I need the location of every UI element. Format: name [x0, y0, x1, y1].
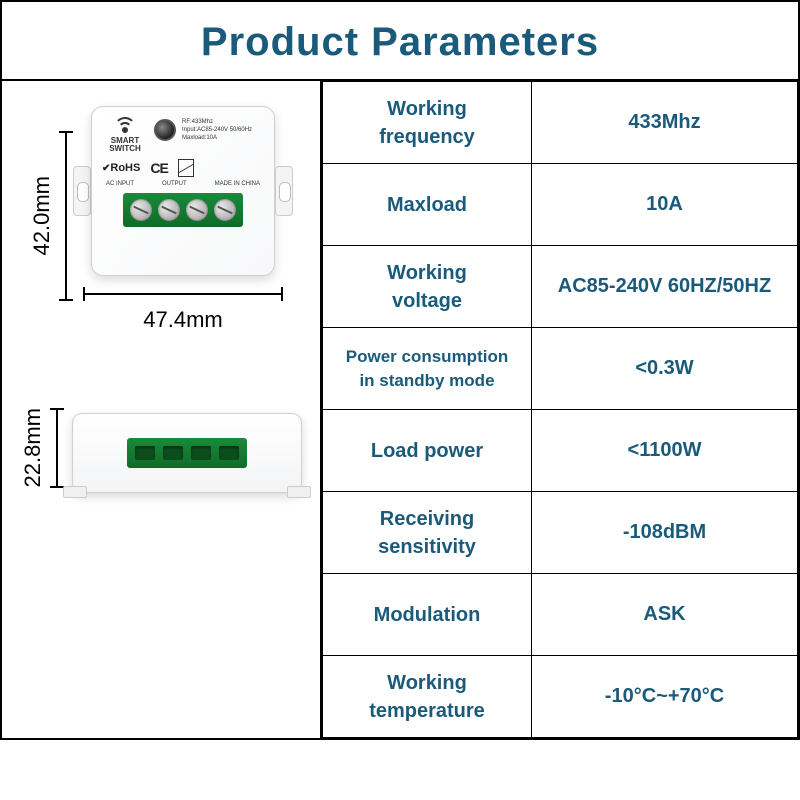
device-top-view: SMARTSWITCH RF:433Mhz Input:AC85-240V 50…: [73, 101, 293, 281]
device-side-view-group: 22.8mm: [20, 393, 302, 503]
mount-ear-left-icon: [73, 166, 91, 216]
spec-value: AC85-240V 60HZ/50HZ: [532, 246, 798, 328]
spec-label: Receivingsensitivity: [323, 492, 532, 574]
dimension-line-icon: [83, 287, 283, 301]
content-row: 42.0mm: [2, 79, 798, 738]
spec-value: <1100W: [532, 410, 798, 492]
device-top-view-group: 42.0mm: [29, 101, 293, 333]
spec-row: Maxload10A: [323, 164, 798, 246]
spec-value: -108dBM: [532, 492, 798, 574]
device-and-width: SMARTSWITCH RF:433Mhz Input:AC85-240V 50…: [73, 101, 293, 333]
device-spec-text: RF:433Mhz Input:AC85-240V 50/60Hz Maxloa…: [182, 119, 252, 142]
spec-label: Workingtemperature: [323, 656, 532, 738]
spec-label: Workingfrequency: [323, 82, 532, 164]
spec-value: -10°C~+70°C: [532, 656, 798, 738]
dimension-height-label: 42.0mm: [29, 176, 55, 255]
io-input-label: AC INPUT: [106, 181, 134, 187]
spec-row: Workingfrequency433Mhz: [323, 82, 798, 164]
wifi-icon: [114, 117, 136, 135]
device-side-view: [72, 413, 302, 493]
dimension-depth-label: 22.8mm: [20, 408, 46, 487]
dimension-depth: 22.8mm: [20, 393, 64, 503]
dimension-height: 42.0mm: [29, 101, 73, 331]
io-output-label: OUTPUT: [162, 181, 187, 187]
spec-table-body: Workingfrequency433MhzMaxload10AWorkingv…: [323, 82, 798, 738]
dimension-width: 47.4mm: [83, 287, 283, 333]
dimension-line-icon: [50, 408, 64, 488]
spec-row: Load power<1100W: [323, 410, 798, 492]
spec-table: Workingfrequency433MhzMaxload10AWorkingv…: [322, 81, 798, 738]
spec-label: Load power: [323, 410, 532, 492]
spec-row: Power consumptionin standby mode<0.3W: [323, 328, 798, 410]
spec-value: 433Mhz: [532, 82, 798, 164]
ir-sensor-icon: [154, 119, 176, 141]
ce-mark-icon: CE: [150, 160, 167, 176]
terminal-block-icon: [123, 193, 243, 227]
spec-label: Modulation: [323, 574, 532, 656]
spec-label: Workingvoltage: [323, 246, 532, 328]
spec-row: Workingtemperature-10°C~+70°C: [323, 656, 798, 738]
spec-label: Maxload: [323, 164, 532, 246]
spec-value: ASK: [532, 574, 798, 656]
brand-label: SMARTSWITCH: [109, 137, 141, 153]
spec-value: 10A: [532, 164, 798, 246]
page-title: Product Parameters: [2, 2, 798, 79]
side-terminal-icon: [127, 438, 247, 468]
spec-row: ModulationASK: [323, 574, 798, 656]
weee-bin-icon: [178, 159, 194, 177]
dimension-width-label: 47.4mm: [143, 307, 222, 333]
device-body: SMARTSWITCH RF:433Mhz Input:AC85-240V 50…: [91, 106, 275, 276]
product-image-column: 42.0mm: [2, 81, 322, 738]
spec-label: Power consumptionin standby mode: [323, 328, 532, 410]
spec-row: WorkingvoltageAC85-240V 60HZ/50HZ: [323, 246, 798, 328]
mount-ear-right-icon: [275, 166, 293, 216]
dimension-line-icon: [59, 131, 73, 301]
spec-value: <0.3W: [532, 328, 798, 410]
parameters-card: Product Parameters 42.0mm: [0, 0, 800, 740]
made-in-label: MADE IN CHINA: [215, 181, 260, 187]
spec-row: Receivingsensitivity-108dBM: [323, 492, 798, 574]
rohs-mark: ✔RoHS: [102, 162, 140, 174]
